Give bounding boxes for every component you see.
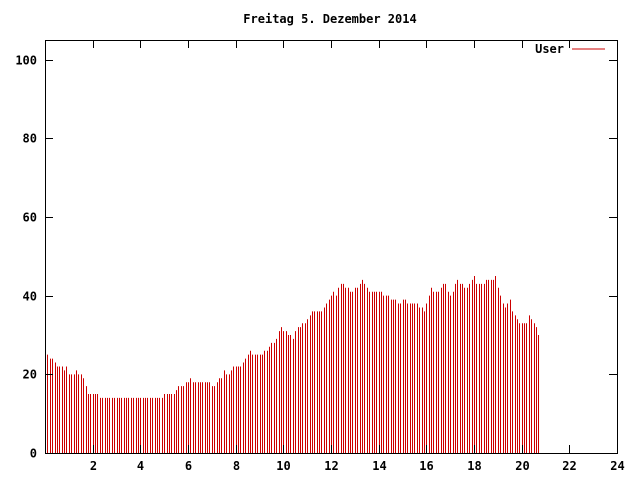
x-tick-label: 24: [610, 459, 624, 473]
y-tick-label: 60: [23, 211, 37, 225]
x-axis: 2 4 6 8 10 12 14 16 18 20 22 24: [90, 40, 625, 473]
y-axis: 0 20 40 60 80 100: [15, 54, 617, 461]
y-tick-label: 20: [23, 368, 37, 382]
x-tick-label: 18: [467, 459, 481, 473]
x-tick-label: 6: [185, 459, 192, 473]
y-tick-label: 40: [23, 290, 37, 304]
bar-series: [45, 276, 539, 453]
x-tick-label: 16: [419, 459, 433, 473]
x-tick-label: 20: [515, 459, 529, 473]
plot-frame: [45, 40, 618, 454]
x-tick-label: 2: [90, 459, 97, 473]
x-tick-label: 22: [562, 459, 576, 473]
x-tick-label: 10: [276, 459, 290, 473]
y-tick-label: 80: [23, 132, 37, 146]
x-tick-label: 4: [137, 459, 144, 473]
x-tick-label: 12: [324, 459, 338, 473]
legend: User: [535, 42, 605, 56]
y-tick-label: 100: [15, 54, 37, 68]
x-tick-label: 14: [372, 459, 386, 473]
x-tick-label: 8: [233, 459, 240, 473]
chart-title: Freitag 5. Dezember 2014: [243, 12, 416, 26]
legend-label: User: [535, 42, 564, 56]
y-tick-label: 0: [30, 447, 37, 461]
